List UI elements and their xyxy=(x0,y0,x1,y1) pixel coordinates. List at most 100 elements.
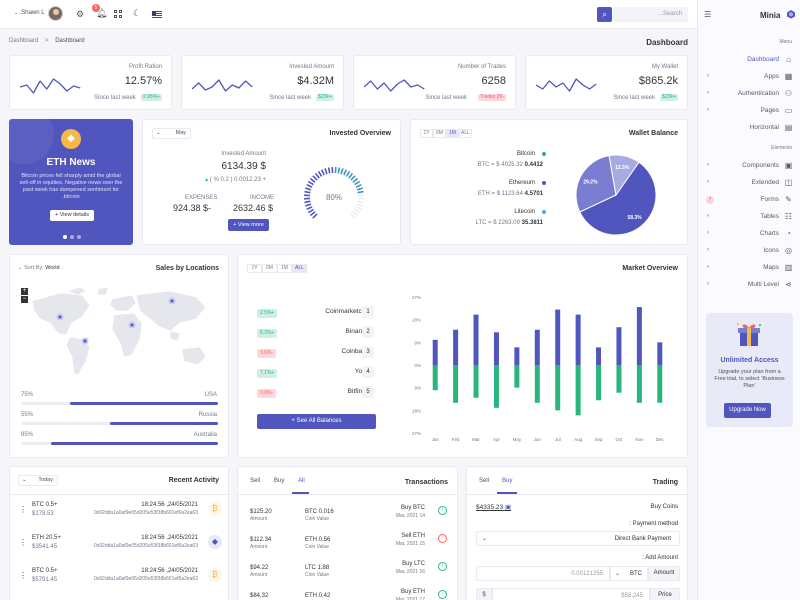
stat-value: 6258 xyxy=(481,75,506,87)
tab-all[interactable]: All xyxy=(298,478,305,484)
bar xyxy=(555,309,561,365)
sliders-icon: ☷ xyxy=(784,212,793,221)
avatar[interactable] xyxy=(48,6,63,21)
user-dropdown[interactable]: ⌄ .Shawn L xyxy=(14,10,45,16)
tx-amount: $84.32 xyxy=(250,593,269,599)
wallet-range-1m[interactable]: 1M xyxy=(446,129,459,138)
tx-date: Mar, 2021 15 xyxy=(395,541,425,547)
moon-icon[interactable]: ☾ xyxy=(133,8,142,18)
stat-foot: Since last week xyxy=(425,95,467,101)
view-more-button[interactable]: + View more xyxy=(228,219,269,231)
breadcrumb-root[interactable]: Dashboard xyxy=(9,38,39,44)
more-options-icon[interactable]: ⋮ xyxy=(19,571,27,580)
exchange-name: Coinbase xyxy=(341,348,369,355)
sidebar-item-authentication[interactable]: ‹ Authentication ⚇ xyxy=(707,89,793,98)
trading-card: Sell Buy Trading $4335.23 ▣ Buy Coins : … xyxy=(466,466,688,600)
search-button[interactable]: ⌕ xyxy=(597,7,612,22)
wallet-range-6m[interactable]: 6M xyxy=(433,129,446,138)
tab-buy[interactable]: Buy xyxy=(502,478,513,484)
sidebar-item-forms[interactable]: 7 Forms ✎ xyxy=(698,193,800,209)
sidebar-item-icons[interactable]: ‹ Icons ◎ xyxy=(707,246,792,255)
carousel-dot[interactable] xyxy=(77,235,81,239)
upgrade-now-button[interactable]: Upgrade Now xyxy=(724,403,771,418)
activity-coin: ETH 20.5+ xyxy=(32,535,61,541)
carousel-dot[interactable] xyxy=(63,235,67,239)
bar xyxy=(657,365,663,403)
activity-filter-select[interactable]: ⌄ Today xyxy=(18,475,58,486)
gear-icon[interactable]: ⚙ xyxy=(76,9,85,19)
sort-dropdown[interactable]: ⌄ Sort By: World xyxy=(18,265,60,271)
activity-coin: BTC 0.5+ xyxy=(32,568,58,574)
exchange-change-badge: 3.6%- xyxy=(257,349,277,358)
stat-label: Profit Ration xyxy=(128,64,162,70)
market-range-6m[interactable]: 6M xyxy=(262,264,277,273)
sidebar-item-horizontal[interactable]: Horizontal ▤ xyxy=(749,123,793,132)
see-all-balances-button[interactable]: + See All Balances xyxy=(257,414,376,429)
market-range-1y[interactable]: 1Y xyxy=(247,264,262,273)
exchange-rank: 4 xyxy=(362,366,374,378)
amount-input[interactable]: 0.00121255 xyxy=(476,566,610,581)
price-addon: Price xyxy=(650,588,680,600)
zoom-in-button[interactable]: + xyxy=(21,288,28,295)
market-range-all[interactable]: ALL xyxy=(292,264,307,273)
notification-badge: 5 xyxy=(92,4,100,12)
exchange-change-badge: 0.9%- xyxy=(257,389,277,398)
bell-icon[interactable]: 🔔︎ xyxy=(96,8,108,18)
stat-card: Invested Amount $4.32M $20k+ Since last wee… xyxy=(181,55,344,110)
pie-label: 12.5% xyxy=(615,165,630,171)
grid-icon: ▦ xyxy=(784,72,793,81)
payment-method-select[interactable]: ⌄ Direct Bank Payment xyxy=(476,531,680,546)
apps-grid-icon[interactable] xyxy=(114,10,122,18)
tab-sell[interactable]: Sell xyxy=(250,478,261,484)
sidebar-item-pages[interactable]: ‹ Pages ▭ xyxy=(707,106,793,115)
arrow-up-circle-icon: ↑ xyxy=(438,506,447,515)
tab-sell[interactable]: Sell xyxy=(479,478,490,484)
menu-section-title: Menu xyxy=(779,39,792,45)
sidebar-item-maps[interactable]: ‹ Maps ▥ xyxy=(707,263,793,272)
zoom-out-button[interactable]: − xyxy=(21,296,28,303)
bar xyxy=(657,342,663,365)
coin-rate: ETH = $ 1123.64 4.5701 xyxy=(477,191,543,197)
wallet-range-1y[interactable]: 1Y xyxy=(420,129,433,138)
sidebar-item-dashboard[interactable]: Dashboard ⌂ xyxy=(698,53,800,69)
us-flag-icon[interactable] xyxy=(152,11,162,18)
sidebar-item-charts[interactable]: ‹ Charts ◔ xyxy=(698,227,800,243)
pie-slice xyxy=(608,154,640,197)
sidebar-item-apps[interactable]: ‹ Apps ▦ xyxy=(707,72,793,81)
carousel-dot[interactable] xyxy=(70,235,74,239)
chevron-left-icon: ‹ xyxy=(707,264,709,270)
view-details-button[interactable]: + View details xyxy=(50,210,94,221)
bar xyxy=(514,365,520,388)
coin-dot xyxy=(542,181,546,185)
tab-buy[interactable]: Buy xyxy=(274,478,285,484)
exchange-change-badge: 8.3%+ xyxy=(257,329,278,338)
location-name: USA xyxy=(204,392,217,398)
tx-coin: BTC 0.016 xyxy=(305,509,334,515)
coin-select[interactable]: ⌄ BTC xyxy=(610,566,648,581)
location-percent: 85% xyxy=(21,432,34,438)
market-range-1m[interactable]: 1M xyxy=(277,264,292,273)
location-percent: 55% xyxy=(21,412,34,418)
sidebar-item-extended[interactable]: ‹ Extended ◫ xyxy=(707,178,793,187)
chevron-down-icon: ⌄ xyxy=(14,10,20,16)
bar xyxy=(636,307,642,365)
sidebar-item-tables[interactable]: ‹ Tables ☷ xyxy=(707,212,793,221)
pie-slice xyxy=(575,155,617,213)
wallet-range-all[interactable]: ALL xyxy=(459,129,472,138)
stat-badge: Trades 29- xyxy=(478,94,506,101)
world-map[interactable] xyxy=(20,283,220,383)
activity-amount: $5791.45 xyxy=(32,577,58,583)
bar xyxy=(493,365,499,408)
price-prefix: $ xyxy=(476,588,492,600)
hamburger-icon[interactable]: ☰ xyxy=(704,10,712,19)
transactions-card: Sell Buy All Transactions $125.20 Amount BTC… xyxy=(237,466,458,600)
sidebar-item-components[interactable]: ‹ Components ▣ xyxy=(707,161,793,170)
more-options-icon[interactable]: ⋮ xyxy=(19,538,27,547)
pie-label: 58.3% xyxy=(627,215,642,221)
month-select[interactable]: ⌄ May xyxy=(152,128,191,139)
x-tick-label: Nov xyxy=(635,437,644,442)
price-input[interactable]: $58,245 xyxy=(492,588,650,600)
search-input[interactable]: ...Search xyxy=(613,7,688,22)
more-options-icon[interactable]: ⋮ xyxy=(19,505,27,514)
sidebar-item-multi-level[interactable]: ‹ Multi Level ⋖ xyxy=(707,280,792,289)
